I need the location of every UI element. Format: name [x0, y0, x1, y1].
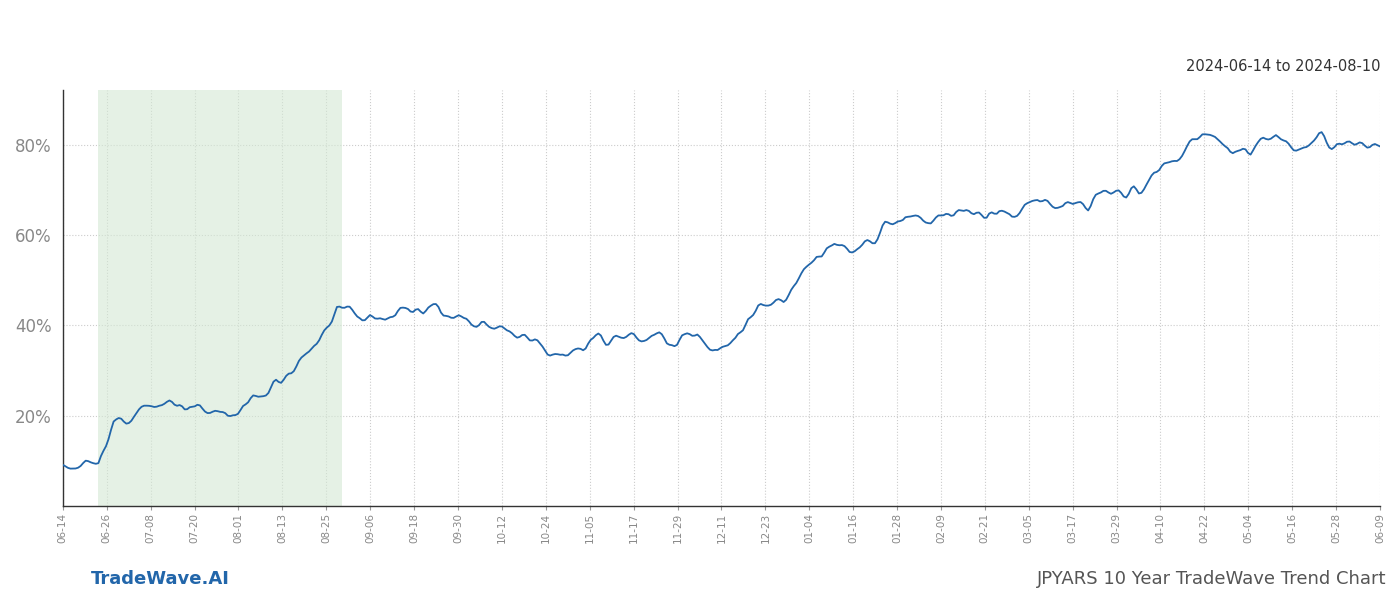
- Text: 2024-06-14 to 2024-08-10: 2024-06-14 to 2024-08-10: [1186, 59, 1380, 74]
- Bar: [98, 91, 342, 506]
- Text: TradeWave.AI: TradeWave.AI: [91, 570, 230, 588]
- Text: JPYARS 10 Year TradeWave Trend Chart: JPYARS 10 Year TradeWave Trend Chart: [1036, 570, 1386, 588]
